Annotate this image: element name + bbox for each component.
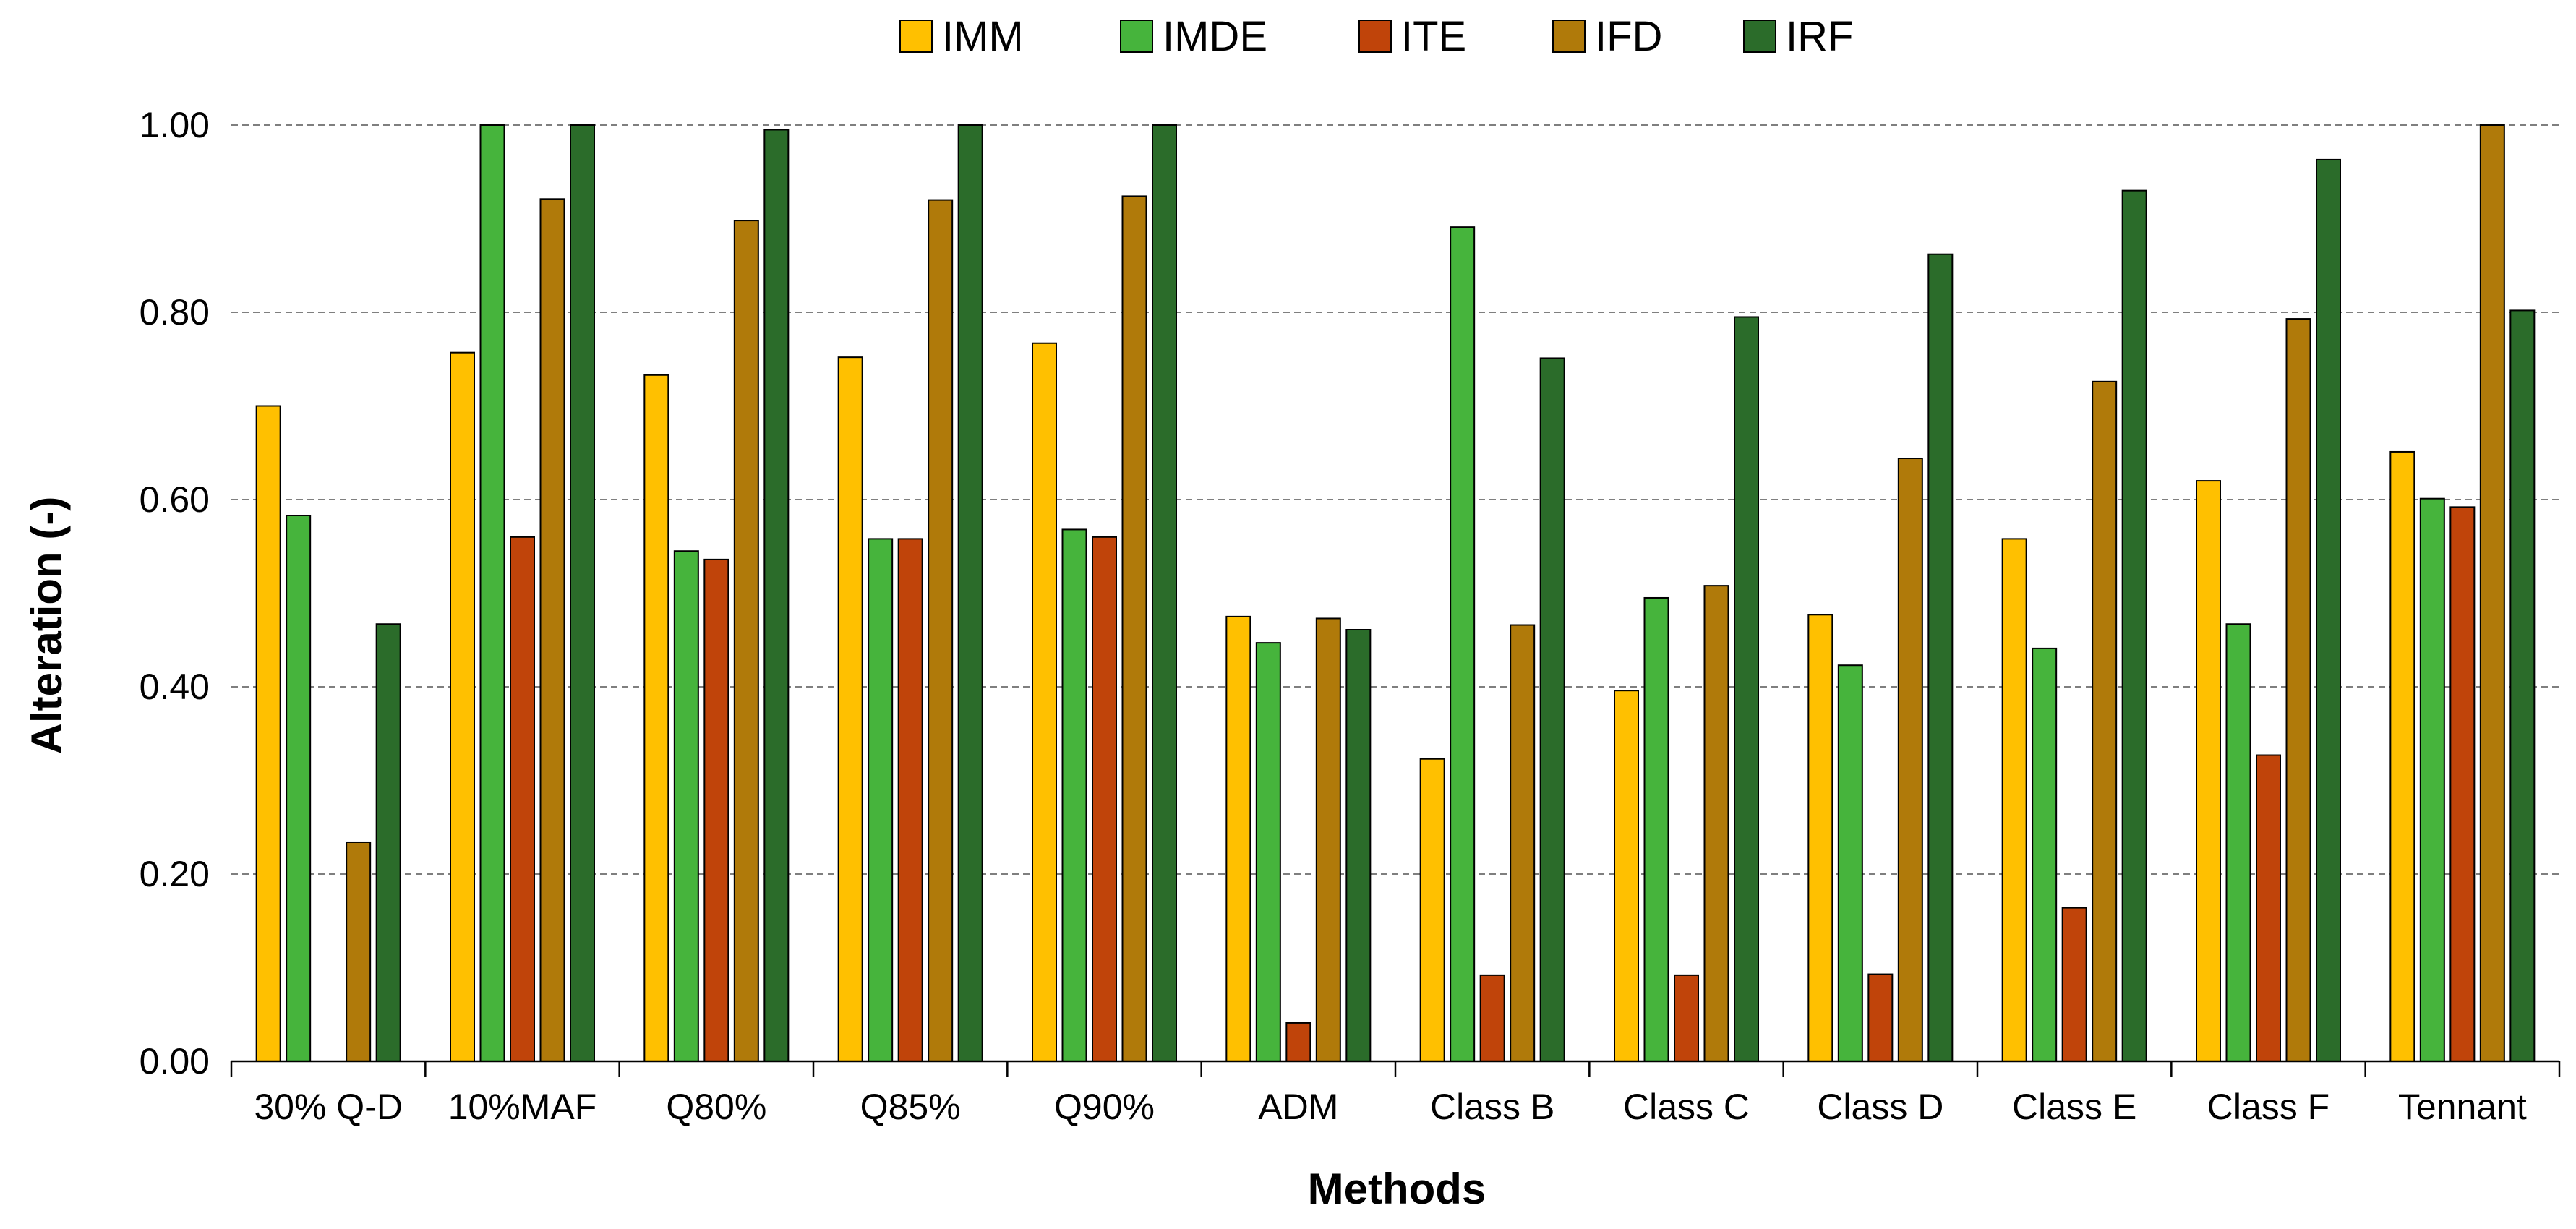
x-category-label: Class F — [2207, 1087, 2329, 1127]
bar-imde-2 — [675, 551, 698, 1061]
bar-irf-0 — [377, 624, 401, 1061]
bar-irf-11 — [2510, 310, 2534, 1061]
bar-imde-4 — [1063, 529, 1087, 1061]
bar-irf-8 — [1928, 254, 1952, 1061]
bar-ifd-4 — [1123, 196, 1147, 1061]
bar-ifd-5 — [1317, 618, 1340, 1061]
bar-ifd-6 — [1510, 625, 1534, 1061]
bar-imm-3 — [839, 357, 863, 1061]
bar-ifd-3 — [928, 200, 952, 1061]
x-category-label: Class C — [1623, 1087, 1750, 1127]
legend-swatch-irf — [1744, 20, 1776, 52]
bar-imde-8 — [1839, 665, 1862, 1061]
bar-ite-4 — [1092, 537, 1116, 1061]
bar-irf-10 — [2316, 160, 2340, 1061]
bar-imde-9 — [2032, 648, 2056, 1061]
legend-label-ifd: IFD — [1595, 13, 1662, 60]
bar-ite-1 — [510, 537, 534, 1061]
bar-irf-3 — [959, 125, 983, 1061]
chart-legend: IMM IMDE ITE IFD IRF — [900, 13, 1853, 60]
bar-imm-1 — [450, 353, 474, 1061]
bar-imde-7 — [1645, 598, 1669, 1061]
x-category-label: Tennant — [2398, 1087, 2527, 1127]
bar-ite-3 — [899, 539, 923, 1061]
bar-ifd-2 — [735, 220, 758, 1061]
bar-ite-5 — [1286, 1023, 1310, 1061]
bar-imm-2 — [644, 375, 668, 1061]
axes — [231, 1061, 2559, 1077]
bar-irf-6 — [1541, 358, 1565, 1061]
bar-imde-5 — [1257, 643, 1280, 1061]
bar-ite-6 — [1481, 975, 1505, 1061]
x-category-label: Q90% — [1054, 1087, 1155, 1127]
bar-ite-11 — [2450, 507, 2474, 1061]
bar-ite-8 — [1868, 975, 1892, 1061]
x-category-label: Class B — [1430, 1087, 1554, 1127]
bar-ifd-9 — [2092, 382, 2116, 1061]
x-axis-title: Methods — [1308, 1165, 1486, 1213]
legend-swatch-imde — [1121, 20, 1152, 52]
bar-imde-3 — [868, 539, 892, 1061]
y-tick-labels: 0.00 0.20 0.40 0.60 0.80 1.00 — [140, 105, 210, 1082]
bar-irf-2 — [764, 129, 788, 1061]
bar-ite-7 — [1674, 975, 1698, 1061]
bar-imde-11 — [2421, 499, 2444, 1061]
bar-imm-9 — [2003, 539, 2027, 1061]
x-category-label: Q85% — [860, 1087, 961, 1127]
bar-irf-7 — [1734, 317, 1758, 1061]
bar-imm-0 — [257, 406, 281, 1062]
y-tick-label: 0.40 — [140, 667, 210, 707]
bar-ifd-0 — [346, 842, 370, 1061]
bar-imm-10 — [2196, 481, 2220, 1061]
legend-label-imde: IMDE — [1163, 13, 1267, 60]
bar-imm-8 — [1808, 614, 1832, 1061]
bar-imde-1 — [481, 125, 505, 1061]
bars-group — [257, 125, 2535, 1061]
bar-irf-9 — [2123, 191, 2147, 1061]
x-category-labels: 30% Q-D 10%MAF Q80% Q85% Q90% ADM Class B Class… — [254, 1087, 2527, 1127]
bar-imm-6 — [1421, 759, 1445, 1061]
bar-ifd-8 — [1899, 458, 1922, 1061]
legend-swatch-imm — [900, 20, 932, 52]
legend-label-imm: IMM — [942, 13, 1024, 60]
bar-imm-11 — [2390, 452, 2414, 1061]
y-tick-label: 0.00 — [140, 1041, 210, 1082]
x-category-label: Class D — [1817, 1087, 1943, 1127]
x-category-label: Q80% — [666, 1087, 766, 1127]
x-category-label: 10%MAF — [448, 1087, 597, 1127]
bar-ifd-1 — [541, 199, 565, 1061]
bar-imde-0 — [286, 515, 310, 1061]
bar-ifd-11 — [2481, 125, 2504, 1061]
bar-irf-1 — [570, 125, 594, 1061]
legend-label-irf: IRF — [1786, 13, 1853, 60]
x-category-label: 30% Q-D — [254, 1087, 403, 1127]
y-tick-label: 0.80 — [140, 292, 210, 333]
legend-swatch-ite — [1359, 20, 1391, 52]
bar-imde-6 — [1450, 227, 1474, 1061]
legend-swatch-ifd — [1553, 20, 1585, 52]
bar-imm-5 — [1226, 617, 1250, 1061]
bar-irf-4 — [1152, 125, 1176, 1061]
bar-ite-10 — [2256, 755, 2280, 1061]
bar-ite-9 — [2063, 908, 2087, 1061]
bar-ite-2 — [704, 560, 728, 1061]
bar-ifd-7 — [1705, 586, 1729, 1061]
x-category-label: ADM — [1258, 1087, 1338, 1127]
legend-label-ite: ITE — [1401, 13, 1466, 60]
y-tick-label: 0.20 — [140, 854, 210, 894]
bar-imm-7 — [1614, 690, 1638, 1061]
y-tick-label: 0.60 — [140, 479, 210, 520]
bar-ifd-10 — [2287, 319, 2311, 1061]
y-axis-title: Alteration (-) — [22, 497, 71, 755]
bar-imde-10 — [2227, 624, 2251, 1061]
y-tick-label: 1.00 — [140, 105, 210, 145]
bar-irf-5 — [1346, 630, 1370, 1061]
bar-imm-4 — [1032, 343, 1056, 1061]
x-category-label: Class E — [2012, 1087, 2136, 1127]
